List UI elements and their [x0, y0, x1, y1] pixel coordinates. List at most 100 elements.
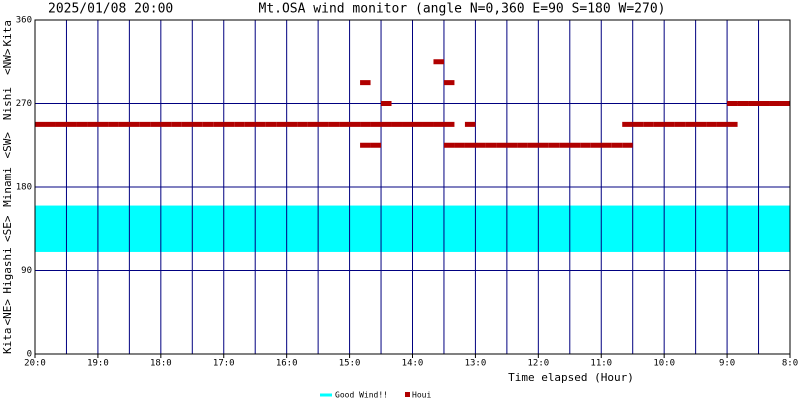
houi-marker — [716, 121, 728, 127]
y-tick-label: 360 — [16, 16, 32, 26]
houi-marker — [360, 142, 371, 148]
houi-marker — [590, 142, 602, 148]
houi-marker — [517, 142, 528, 148]
houi-marker — [601, 142, 612, 148]
houi-marker — [381, 121, 392, 127]
x-tick-label: 9:0 — [719, 359, 735, 369]
houi-marker — [402, 121, 413, 127]
houi-marker — [370, 142, 382, 148]
x-tick-label: 11:0 — [590, 359, 612, 369]
houi-marker — [139, 121, 151, 127]
houi-marker — [779, 101, 790, 106]
houi-marker — [265, 121, 277, 127]
houi-marker — [181, 121, 193, 127]
legend-label: Houi — [412, 391, 431, 400]
houi-marker — [213, 121, 224, 127]
houi-marker — [506, 142, 518, 148]
houi-marker — [370, 121, 382, 127]
houi-marker — [328, 121, 340, 127]
houi-marker — [412, 121, 423, 127]
y-tick-label: 270 — [16, 99, 32, 109]
houi-marker — [632, 121, 644, 127]
houi-marker — [737, 101, 749, 106]
houi-marker — [234, 121, 245, 127]
houi-marker — [391, 121, 403, 127]
direction-label: <SW> — [1, 132, 14, 159]
x-tick-label: 16:0 — [276, 359, 298, 369]
houi-marker — [622, 142, 633, 148]
direction-label: <NE> — [1, 299, 14, 326]
houi-marker — [381, 101, 392, 106]
x-tick-label: 19:0 — [87, 359, 109, 369]
houi-marker — [464, 142, 476, 148]
houi-marker — [695, 121, 707, 127]
legend-label: Good Wind!! — [335, 391, 388, 400]
houi-marker — [454, 142, 465, 148]
houi-marker — [202, 121, 214, 127]
y-tick-label: 180 — [16, 183, 32, 193]
houi-marker — [433, 59, 444, 65]
houi-marker — [307, 121, 319, 127]
houi-marker — [433, 121, 444, 127]
houi-marker — [150, 121, 161, 127]
x-tick-label: 20:0 — [24, 359, 46, 369]
x-axis-label: Time elapsed (Hour) — [508, 371, 634, 384]
houi-marker — [255, 121, 266, 127]
y-tick-label: 0 — [27, 350, 32, 360]
houi-marker — [339, 121, 350, 127]
houi-marker — [443, 80, 455, 86]
houi-marker — [192, 121, 203, 127]
houi-marker — [548, 142, 560, 148]
x-tick-label: 17:0 — [213, 359, 235, 369]
houi-marker — [622, 121, 633, 127]
houi-marker — [422, 121, 434, 127]
houi-marker — [559, 142, 570, 148]
direction-label: Kita — [1, 20, 14, 47]
direction-label: Kita — [1, 328, 14, 355]
houi-marker — [496, 142, 507, 148]
direction-label: Minami — [1, 167, 14, 207]
direction-label: Higashi — [1, 247, 14, 293]
houi-marker — [76, 121, 88, 127]
houi-marker — [769, 101, 780, 106]
houi-marker — [129, 121, 140, 127]
houi-marker — [706, 121, 717, 127]
x-tick-label: 8:0 — [782, 359, 798, 369]
timestamp: 2025/01/08 20:00 — [48, 2, 173, 17]
houi-marker — [527, 142, 539, 148]
direction-label: <SE> — [1, 215, 14, 242]
houi-marker — [475, 142, 486, 148]
houi-marker — [318, 121, 329, 127]
houi-marker — [108, 121, 119, 127]
plot-frame — [34, 19, 791, 355]
houi-marker — [643, 121, 654, 127]
houi-marker — [674, 121, 686, 127]
houi-marker — [653, 121, 665, 127]
houi-marker — [360, 80, 371, 86]
houi-marker — [66, 121, 77, 127]
houi-marker — [664, 121, 675, 127]
houi-marker — [349, 121, 361, 127]
houi-marker — [611, 142, 623, 148]
houi-marker — [727, 101, 738, 106]
houi-marker — [464, 121, 476, 127]
houi-marker — [244, 121, 256, 127]
houi-marker — [758, 101, 770, 106]
houi-marker — [97, 121, 109, 127]
houi-marker — [443, 142, 455, 148]
houi-marker — [685, 121, 696, 127]
houi-marker — [171, 121, 182, 127]
x-tick-label: 12:0 — [527, 359, 549, 369]
chart-title: Mt.OSA wind monitor (angle N=0,360 E=90 … — [259, 2, 666, 17]
houi-marker — [118, 121, 130, 127]
direction-label: Nishi — [1, 87, 14, 120]
x-tick-label: 18:0 — [150, 359, 172, 369]
houi-marker — [160, 121, 172, 127]
houi-marker — [569, 142, 581, 148]
houi-marker — [580, 142, 591, 148]
houi-marker — [727, 121, 738, 127]
direction-label: <NW> — [1, 48, 14, 75]
x-tick-label: 13:0 — [465, 359, 487, 369]
